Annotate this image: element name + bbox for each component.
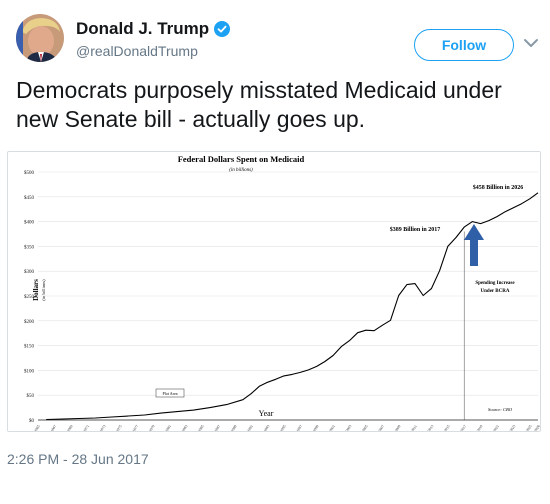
annotation-bcra: Under BCRA (481, 289, 510, 294)
x-tick-label: 2015 (443, 424, 451, 432)
plot-area-label: Plot Area (163, 391, 178, 396)
x-tick-label: 1981 (165, 424, 173, 432)
x-tick-label: 1987 (214, 424, 222, 432)
medicaid-chart: $0 $50 $100 $150 $200 $250 $300 $350 $400 $450 $50… (24, 154, 541, 432)
x-tick-label: 1971 (83, 424, 91, 432)
follow-button[interactable]: Follow (414, 29, 514, 61)
x-tick-label: 1995 (279, 424, 287, 432)
chart-title: Federal Dollars Spent on Medicaid (178, 154, 305, 164)
y-tick-label: $50 (27, 394, 35, 399)
x-tick-label: 2013 (427, 424, 435, 432)
tweet-text: Democrats purposely misstated Medicaid u… (16, 77, 502, 132)
x-tick-label: 2009 (394, 424, 402, 432)
x-tick-label: 1967 (50, 424, 58, 432)
x-tick-label: 1989 (230, 424, 238, 432)
x-tick-label: 2025 (525, 424, 533, 432)
x-tick-label: 1999 (312, 424, 320, 432)
avatar[interactable] (16, 14, 64, 62)
x-tick-label: 2021 (492, 424, 500, 432)
x-tick-label: 2005 (361, 424, 369, 432)
x-tick-label: 1977 (132, 424, 140, 432)
x-tick-label: 2026 (533, 424, 541, 432)
x-tick-label: 1991 (247, 424, 255, 432)
y-tick-label: $150 (24, 345, 35, 350)
x-tick-label: 2003 (345, 424, 353, 432)
y-tick-label: $350 (24, 245, 35, 250)
x-tick-label: 2017 (460, 424, 468, 432)
display-name-row[interactable]: Donald J. Trump (76, 19, 231, 39)
x-tick-label: 2019 (476, 424, 484, 432)
x-tick-label: 1997 (296, 424, 304, 432)
annotation-2026: $458 Billion in 2026 (473, 184, 524, 191)
x-tick-label: 1965 (33, 424, 41, 432)
x-tick-label: 1993 (263, 424, 271, 432)
y-tick-label: $500 (24, 171, 35, 176)
blue-arrow-icon (464, 224, 484, 266)
x-tick-label: 2011 (411, 424, 418, 432)
x-tick-label: 1979 (148, 424, 156, 432)
x-tick-label: 2007 (378, 424, 386, 432)
y-tick-label: $400 (24, 221, 35, 226)
user-handle[interactable]: @realDonaldTrump (76, 43, 198, 59)
x-tick-label: 2001 (329, 424, 337, 432)
x-tick-label: 1975 (115, 424, 123, 432)
chevron-down-icon[interactable] (522, 34, 540, 52)
y-tick-label: $250 (24, 295, 35, 300)
annotation-increase: Spending Increase (475, 281, 515, 286)
x-tick-label: 1969 (66, 424, 74, 432)
y-tick-label: $200 (24, 320, 35, 325)
y-tick-label: $0 (29, 419, 35, 424)
tweet-timestamp[interactable]: 2:26 PM - 28 Jun 2017 (7, 451, 149, 467)
y-tick-label: $300 (24, 270, 35, 275)
x-tick-label: 1973 (99, 424, 107, 432)
x-axis-label: Year (259, 409, 274, 418)
x-tick-label: 1985 (197, 424, 205, 432)
verified-badge-icon (214, 21, 231, 37)
tweet-media-chart[interactable]: $0 $50 $100 $150 $200 $250 $300 $350 $400 $450 $50… (7, 151, 541, 432)
source-label: Source: CBO (488, 407, 513, 412)
y-axis-label: Dollars (32, 279, 40, 301)
x-tick-label: 1983 (181, 424, 189, 432)
y-tick-label: $100 (24, 369, 35, 374)
plot-area-box (155, 388, 185, 398)
annotation-2017: $389 Billion in 2017 (390, 226, 441, 233)
y-axis-sublabel: (in billions) (41, 279, 46, 301)
avatar-image (16, 14, 64, 62)
x-tick-label: 2023 (509, 424, 517, 432)
display-name[interactable]: Donald J. Trump (76, 19, 210, 38)
spending-line (46, 192, 539, 421)
chart-subtitle: (in billions) (229, 168, 253, 173)
tweet-header: Donald J. Trump @realDonaldTrump Follow (16, 12, 538, 72)
y-tick-label: $450 (24, 196, 35, 201)
